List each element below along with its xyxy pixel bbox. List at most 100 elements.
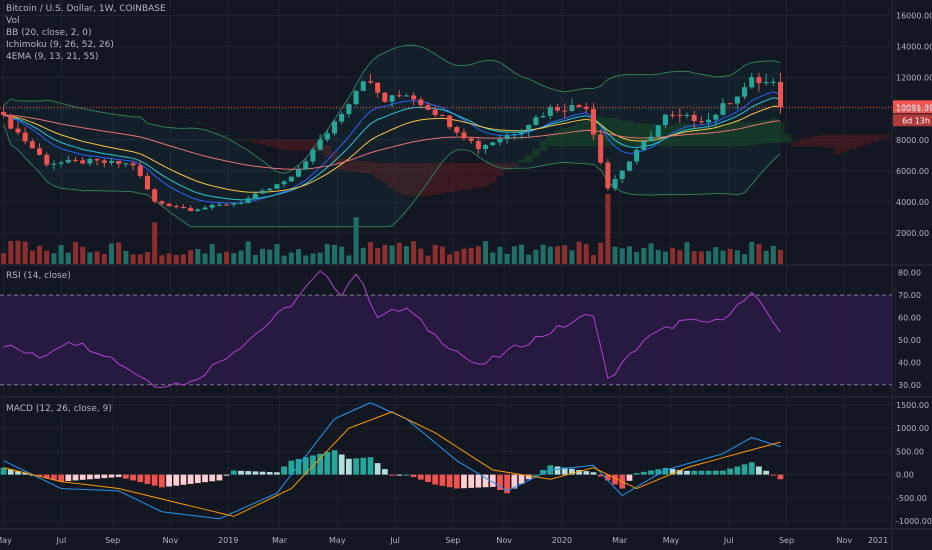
rsi-axis-label: 80.00 xyxy=(898,269,921,278)
ichimoku-cloud-segment xyxy=(848,134,857,150)
price-axis-label: 16000.00 xyxy=(896,12,932,21)
volume-bar xyxy=(339,246,345,264)
volume-bar xyxy=(454,251,460,264)
candle-body xyxy=(454,127,460,133)
ichimoku-cloud-segment xyxy=(748,121,756,146)
ichimoku-cloud-segment xyxy=(187,114,195,116)
macd-histogram-bar xyxy=(389,474,395,476)
volume-bar xyxy=(29,250,35,264)
ichimoku-cloud-segment xyxy=(856,134,864,147)
ichimoku-cloud-segment xyxy=(489,162,497,184)
ichimoku-cloud-segment xyxy=(604,117,612,147)
ichimoku-cloud-segment xyxy=(776,121,785,143)
candle-body xyxy=(8,114,14,129)
volume-bar xyxy=(598,242,604,264)
ichimoku-cloud-segment xyxy=(884,134,893,138)
ema-13-line xyxy=(3,97,781,201)
ichimoku-cloud-segment xyxy=(827,134,835,148)
macd-histogram-bar xyxy=(561,467,568,475)
macd-histogram-bar xyxy=(756,466,762,475)
volume-bar xyxy=(22,241,28,264)
macd-axis-label: 500.00 xyxy=(896,447,924,456)
candle-body xyxy=(231,203,237,205)
macd-histogram-bar xyxy=(612,474,618,485)
volume-bar xyxy=(396,242,402,264)
macd-histogram-bar xyxy=(763,470,769,475)
countdown-badge xyxy=(893,114,932,127)
volume-bar xyxy=(554,246,561,264)
ichimoku-cloud-segment xyxy=(215,131,224,133)
macd-histogram-bar xyxy=(0,467,7,475)
volume-bar xyxy=(684,242,690,264)
macd-histogram-bar xyxy=(468,474,475,488)
ichimoku-cloud-segment xyxy=(438,162,447,194)
volume-bar xyxy=(763,250,769,264)
macd-histogram-bar xyxy=(22,472,29,475)
candle-body xyxy=(267,188,273,191)
ichimoku-cloud-segment xyxy=(812,135,821,147)
ichimoku-cloud-segment xyxy=(352,160,360,172)
volume-bar xyxy=(490,252,496,264)
volume-bar xyxy=(634,251,640,264)
macd-histogram-bar xyxy=(209,474,216,482)
macd-histogram-bar xyxy=(648,470,654,475)
volume-bar xyxy=(749,241,755,264)
macd-histogram-bar xyxy=(194,474,201,484)
ichimoku-cloud-segment xyxy=(309,139,317,151)
macd-histogram-bar xyxy=(453,474,460,489)
bollinger-upper-line xyxy=(3,44,781,174)
time-axis-label: Nov xyxy=(836,536,852,545)
volume-bar xyxy=(734,250,740,264)
legend-ema: 4EMA (9, 13, 21, 55) xyxy=(6,52,99,62)
price-badge-text: 10091.39 xyxy=(896,103,932,112)
candle-body xyxy=(483,145,489,150)
rsi-axis-label: 30.00 xyxy=(898,381,921,390)
volume-bar xyxy=(101,253,107,264)
candle-body xyxy=(80,160,86,164)
volume-bar xyxy=(418,248,424,264)
macd-histogram-bar xyxy=(734,466,741,475)
ichimoku-cloud-segment xyxy=(402,162,411,196)
candle-body xyxy=(713,114,719,120)
candle-body xyxy=(691,114,697,122)
macd-histogram-bar xyxy=(101,474,108,479)
rsi-line xyxy=(3,270,781,389)
candle-body xyxy=(51,163,57,165)
candle-body xyxy=(353,91,359,105)
candle-body xyxy=(533,117,539,125)
macd-histogram-bar xyxy=(533,474,539,476)
ichimoku-cloud-segment xyxy=(582,120,591,147)
price-axis-label: 2000.00 xyxy=(896,229,929,238)
candle-body xyxy=(130,163,136,166)
macd-axis-label: 1500.00 xyxy=(896,401,929,410)
macd-histogram-bar xyxy=(7,469,14,475)
volume-bar xyxy=(483,241,489,264)
ichimoku-cloud-segment xyxy=(712,126,720,147)
candle-body xyxy=(583,106,589,109)
volume-bar xyxy=(317,252,323,264)
time-axis-label: May xyxy=(663,536,680,545)
macd-histogram-bar xyxy=(669,468,676,475)
ichimoku-cloud-segment xyxy=(532,148,540,158)
time-axis-label: May xyxy=(0,536,12,545)
candle-body xyxy=(411,95,417,100)
candle-body xyxy=(216,204,222,206)
volume-bar xyxy=(425,255,431,264)
candle-body xyxy=(224,204,230,206)
volume-bar xyxy=(116,242,122,264)
candle-body xyxy=(418,99,424,106)
macd-axis-label: -1000.00 xyxy=(896,517,932,526)
volume-bar xyxy=(1,253,7,264)
rsi-axis-label: 40.00 xyxy=(898,358,921,367)
volume-bar xyxy=(475,246,481,264)
ichimoku-cloud-segment xyxy=(733,120,742,147)
volume-bar xyxy=(346,255,352,264)
volume-bar xyxy=(44,250,50,264)
candle-body xyxy=(188,208,194,212)
macd-histogram-bar xyxy=(158,474,165,488)
legend-rsi: RSI (14, close) xyxy=(6,271,71,281)
candle-body xyxy=(108,160,115,163)
volume-bar xyxy=(166,253,172,264)
